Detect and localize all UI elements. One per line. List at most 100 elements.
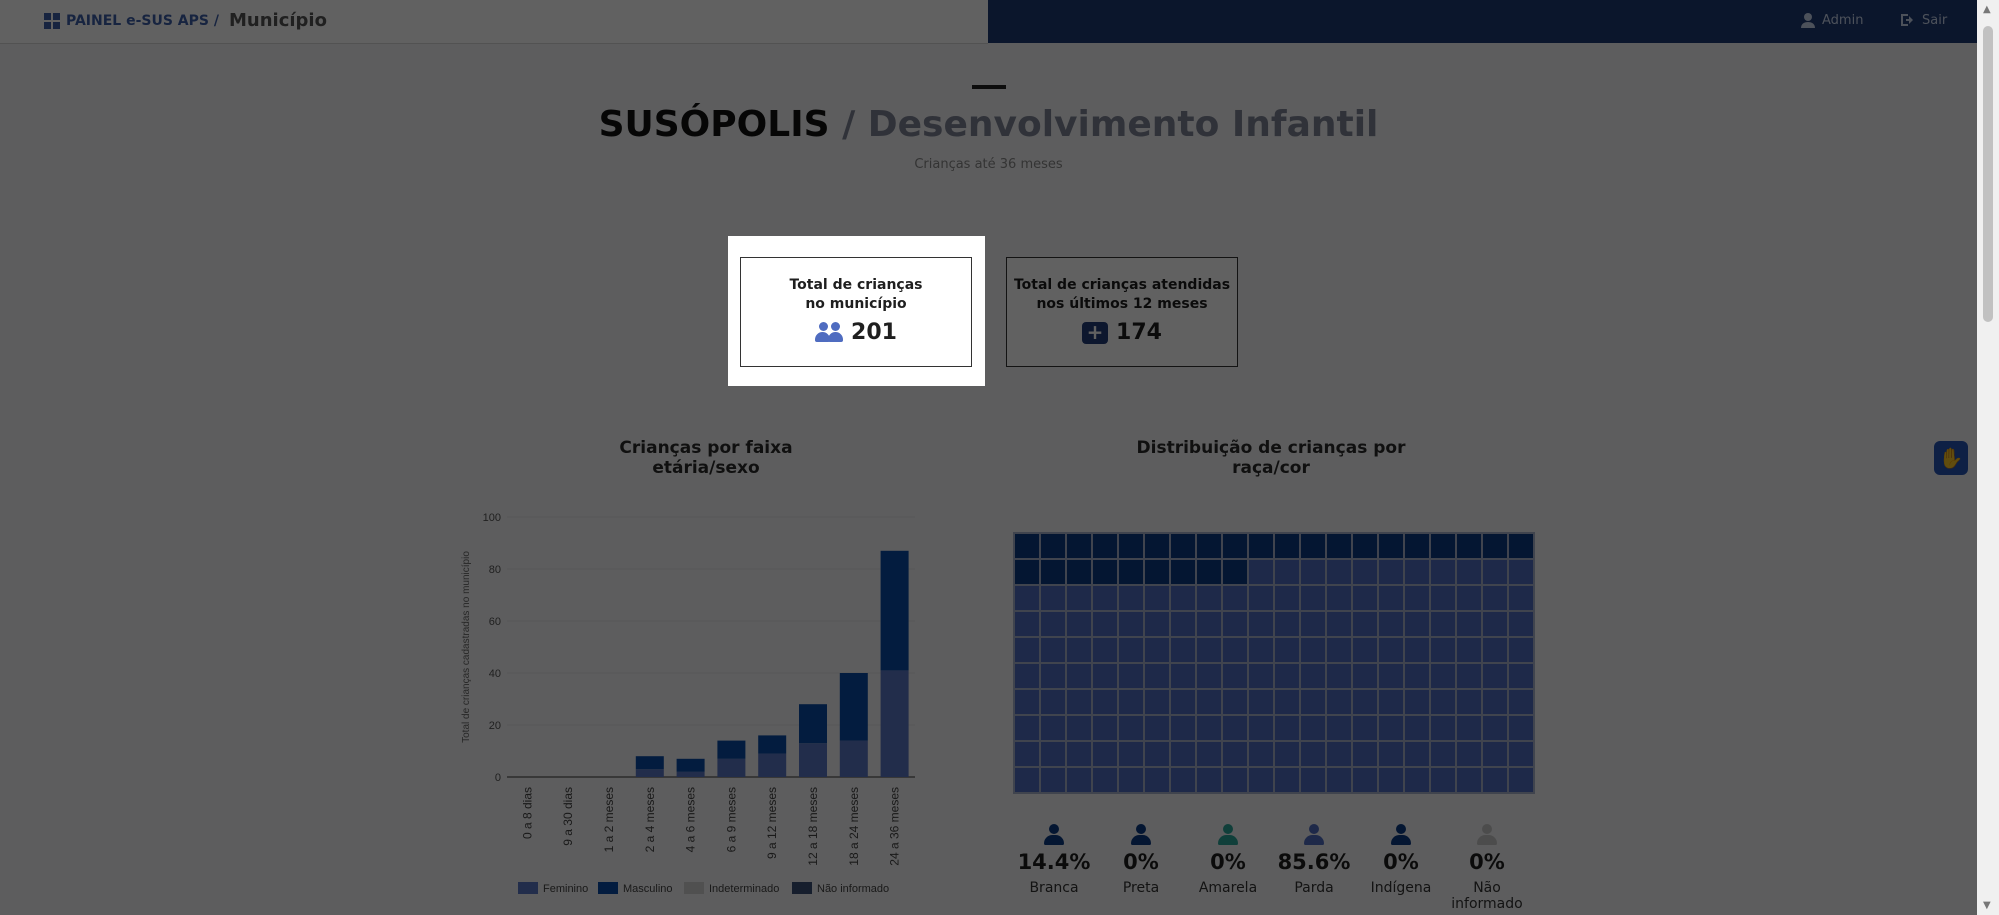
waffle-cell bbox=[1483, 586, 1507, 610]
waffle-cell bbox=[1067, 638, 1091, 662]
waffle-cell bbox=[1327, 638, 1351, 662]
waffle-cell bbox=[1405, 560, 1429, 584]
waffle-cell bbox=[1249, 742, 1273, 766]
bar-segment bbox=[799, 743, 827, 777]
waffle-cell bbox=[1119, 612, 1143, 636]
waffle-cell bbox=[1223, 716, 1247, 740]
dashboard-grid-icon bbox=[44, 12, 60, 29]
waffle-cell bbox=[1145, 664, 1169, 688]
legend-label: Indeterminado bbox=[709, 883, 779, 895]
race-chart-title: Distribuição de crianças por raça/cor bbox=[1130, 438, 1412, 478]
waffle-cell bbox=[1015, 560, 1039, 584]
waffle-cell bbox=[1483, 742, 1507, 766]
waffle-cell bbox=[1275, 768, 1299, 792]
waffle-cell bbox=[1483, 664, 1507, 688]
bar-segment bbox=[676, 771, 705, 777]
scroll-up-arrow-icon[interactable]: ▲ bbox=[1983, 4, 1991, 15]
waffle-cell bbox=[1483, 768, 1507, 792]
waffle-cell bbox=[1015, 612, 1039, 636]
waffle-cell bbox=[1249, 664, 1273, 688]
waffle-cell bbox=[1015, 768, 1039, 792]
waffle-cell bbox=[1301, 586, 1325, 610]
waffle-cell bbox=[1483, 690, 1507, 714]
admin-link[interactable]: Admin bbox=[1800, 12, 1863, 28]
race-percentage: 0% bbox=[1210, 850, 1246, 874]
waffle-cell bbox=[1197, 690, 1221, 714]
waffle-cell bbox=[1457, 742, 1481, 766]
waffle-cell bbox=[1327, 742, 1351, 766]
waffle-cell bbox=[1041, 560, 1065, 584]
waffle-cell bbox=[1093, 560, 1117, 584]
bar-segment bbox=[839, 740, 868, 777]
race-percentage: 14.4% bbox=[1017, 850, 1091, 874]
scroll-down-arrow-icon[interactable]: ▼ bbox=[1983, 900, 1991, 911]
person-icon bbox=[1391, 824, 1411, 845]
waffle-cell bbox=[1119, 664, 1143, 688]
waffle-cell bbox=[1275, 716, 1299, 740]
bar-segment bbox=[676, 758, 705, 772]
race-legend-item: 0% Não informado bbox=[1442, 824, 1532, 912]
waffle-cell bbox=[1015, 638, 1039, 662]
waffle-cell bbox=[1457, 638, 1481, 662]
waffle-cell bbox=[1223, 534, 1247, 558]
legend-swatch bbox=[684, 882, 704, 894]
waffle-cell bbox=[1145, 560, 1169, 584]
race-name: Não informado bbox=[1451, 880, 1523, 912]
waffle-cell bbox=[1327, 612, 1351, 636]
waffle-cell bbox=[1041, 768, 1065, 792]
bar-segment bbox=[758, 735, 787, 754]
page-scrollbar[interactable]: ▲ ▼ bbox=[1977, 0, 1999, 915]
waffle-cell bbox=[1405, 612, 1429, 636]
waffle-cell bbox=[1249, 638, 1273, 662]
waffle-cell bbox=[1275, 690, 1299, 714]
waffle-cell bbox=[1119, 560, 1143, 584]
card-label-line2: no município bbox=[805, 296, 907, 312]
waffle-cell bbox=[1197, 716, 1221, 740]
waffle-cell bbox=[1379, 638, 1403, 662]
race-percentage: 0% bbox=[1123, 850, 1159, 874]
waffle-cell bbox=[1171, 638, 1195, 662]
waffle-cell bbox=[1093, 638, 1117, 662]
scrollbar-thumb[interactable] bbox=[1983, 26, 1993, 322]
waffle-cell bbox=[1015, 716, 1039, 740]
waffle-cell bbox=[1223, 560, 1247, 584]
person-icon bbox=[1304, 824, 1324, 845]
x-tick-label: 2 a 4 meses bbox=[643, 787, 657, 852]
y-tick-label: 100 bbox=[483, 512, 501, 524]
race-percentage: 85.6% bbox=[1277, 850, 1351, 874]
waffle-cell bbox=[1509, 638, 1533, 662]
waffle-cell bbox=[1431, 560, 1455, 584]
waffle-cell bbox=[1015, 664, 1039, 688]
medical-kit-icon bbox=[1082, 320, 1109, 344]
waffle-cell bbox=[1171, 690, 1195, 714]
waffle-cell bbox=[1431, 690, 1455, 714]
waffle-cell bbox=[1015, 690, 1039, 714]
race-name: Indígena bbox=[1370, 880, 1432, 896]
waffle-cell bbox=[1379, 586, 1403, 610]
card-label-line1: Total de crianças bbox=[789, 277, 923, 293]
waffle-cell bbox=[1353, 716, 1377, 740]
bar-segment bbox=[839, 673, 868, 741]
waffle-cell bbox=[1379, 742, 1403, 766]
waffle-cell bbox=[1457, 664, 1481, 688]
waffle-cell bbox=[1509, 560, 1533, 584]
logout-link[interactable]: Sair bbox=[1900, 12, 1947, 28]
brand[interactable]: PAINEL e-SUS APS / Município bbox=[44, 10, 327, 31]
card-label: Total de crianças no município bbox=[741, 276, 971, 314]
waffle-cell bbox=[1431, 534, 1455, 558]
waffle-cell bbox=[1483, 534, 1507, 558]
waffle-cell bbox=[1327, 716, 1351, 740]
people-icon bbox=[815, 321, 844, 344]
waffle-cell bbox=[1093, 690, 1117, 714]
brand-label[interactable]: PAINEL e-SUS APS / bbox=[66, 12, 219, 29]
waffle-cell bbox=[1119, 716, 1143, 740]
waffle-cell bbox=[1067, 690, 1091, 714]
waffle-cell bbox=[1171, 586, 1195, 610]
race-percentage: 0% bbox=[1469, 850, 1505, 874]
accessibility-button[interactable]: ✋ bbox=[1934, 441, 1968, 475]
bar-segment bbox=[717, 740, 746, 759]
race-waffle-chart bbox=[1013, 532, 1535, 794]
waffle-cell bbox=[1145, 690, 1169, 714]
race-name: Branca bbox=[1029, 880, 1079, 896]
waffle-cell bbox=[1353, 742, 1377, 766]
